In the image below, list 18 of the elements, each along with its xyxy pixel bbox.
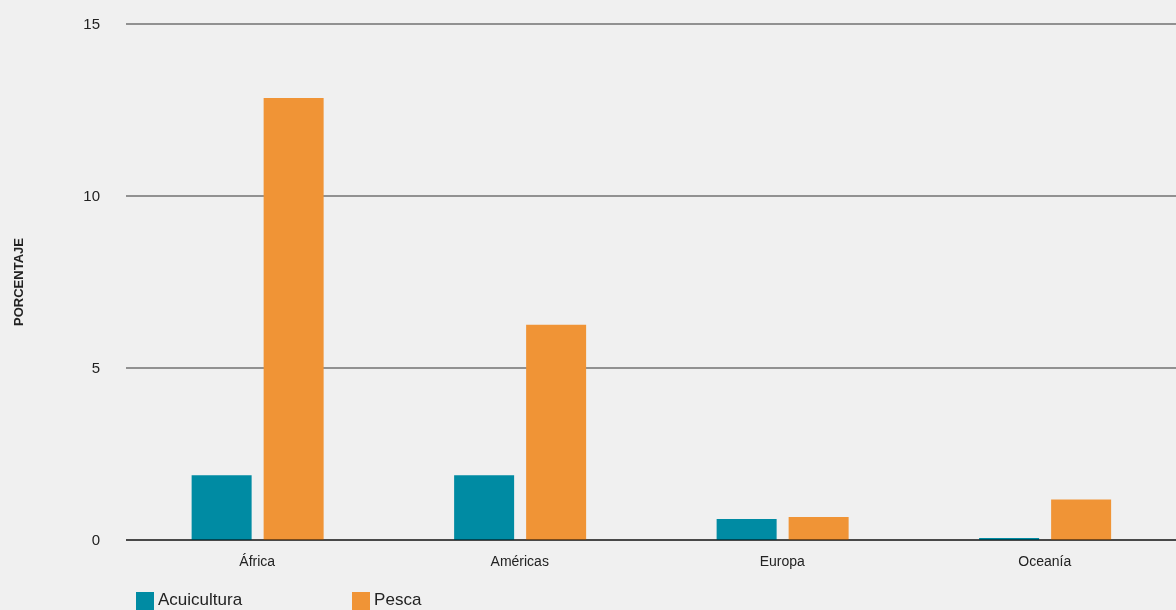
y-tick-label: 0: [91, 531, 100, 549]
legend-label: Pesca: [374, 590, 422, 609]
y-axis-title: PORCENTAJE: [10, 237, 26, 326]
x-tick-label: Europa: [759, 552, 806, 569]
bar: [526, 324, 587, 540]
y-tick-label: 15: [83, 15, 100, 33]
bar: [191, 475, 252, 540]
x-tick-label: Américas: [490, 552, 549, 569]
x-tick-label: África: [239, 552, 276, 569]
bar: [716, 519, 777, 540]
x-tick-label: Oceanía: [1018, 552, 1072, 569]
bar: [788, 516, 849, 540]
y-tick-label: 10: [83, 187, 100, 205]
bar: [454, 475, 515, 540]
bar: [1051, 499, 1112, 540]
bar: [263, 97, 324, 540]
legend-label: Acuicultura: [158, 590, 243, 609]
y-tick-label: 5: [91, 359, 100, 377]
